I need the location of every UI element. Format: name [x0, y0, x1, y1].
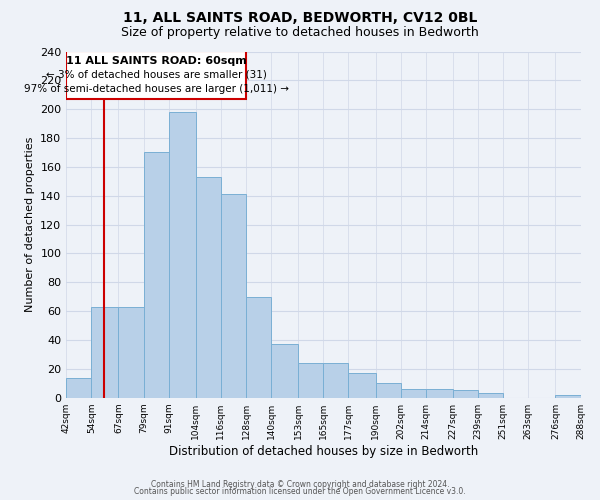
Text: Size of property relative to detached houses in Bedworth: Size of property relative to detached ho…	[121, 26, 479, 39]
Text: ← 3% of detached houses are smaller (31): ← 3% of detached houses are smaller (31)	[46, 70, 266, 80]
Bar	[298, 363, 323, 398]
Bar	[453, 390, 478, 398]
Bar	[323, 363, 349, 398]
Bar	[66, 378, 91, 398]
Text: 11 ALL SAINTS ROAD: 60sqm: 11 ALL SAINTS ROAD: 60sqm	[66, 56, 247, 66]
Bar	[349, 373, 376, 398]
Y-axis label: Number of detached properties: Number of detached properties	[25, 137, 35, 312]
Text: 11, ALL SAINTS ROAD, BEDWORTH, CV12 0BL: 11, ALL SAINTS ROAD, BEDWORTH, CV12 0BL	[123, 11, 477, 25]
Bar	[91, 307, 118, 398]
Text: Contains public sector information licensed under the Open Government Licence v3: Contains public sector information licen…	[134, 488, 466, 496]
Bar	[401, 389, 426, 398]
X-axis label: Distribution of detached houses by size in Bedworth: Distribution of detached houses by size …	[169, 444, 478, 458]
Text: Contains HM Land Registry data © Crown copyright and database right 2024.: Contains HM Land Registry data © Crown c…	[151, 480, 449, 489]
Bar	[478, 394, 503, 398]
Bar	[169, 112, 196, 398]
Bar	[196, 177, 221, 398]
Bar	[66, 52, 246, 99]
Bar	[556, 395, 581, 398]
Bar	[143, 152, 169, 398]
Bar	[221, 194, 246, 398]
Text: 97% of semi-detached houses are larger (1,011) →: 97% of semi-detached houses are larger (…	[23, 84, 289, 94]
Bar	[118, 307, 143, 398]
Bar	[271, 344, 298, 398]
Bar	[426, 389, 453, 398]
Bar	[376, 384, 401, 398]
Bar	[246, 296, 271, 398]
